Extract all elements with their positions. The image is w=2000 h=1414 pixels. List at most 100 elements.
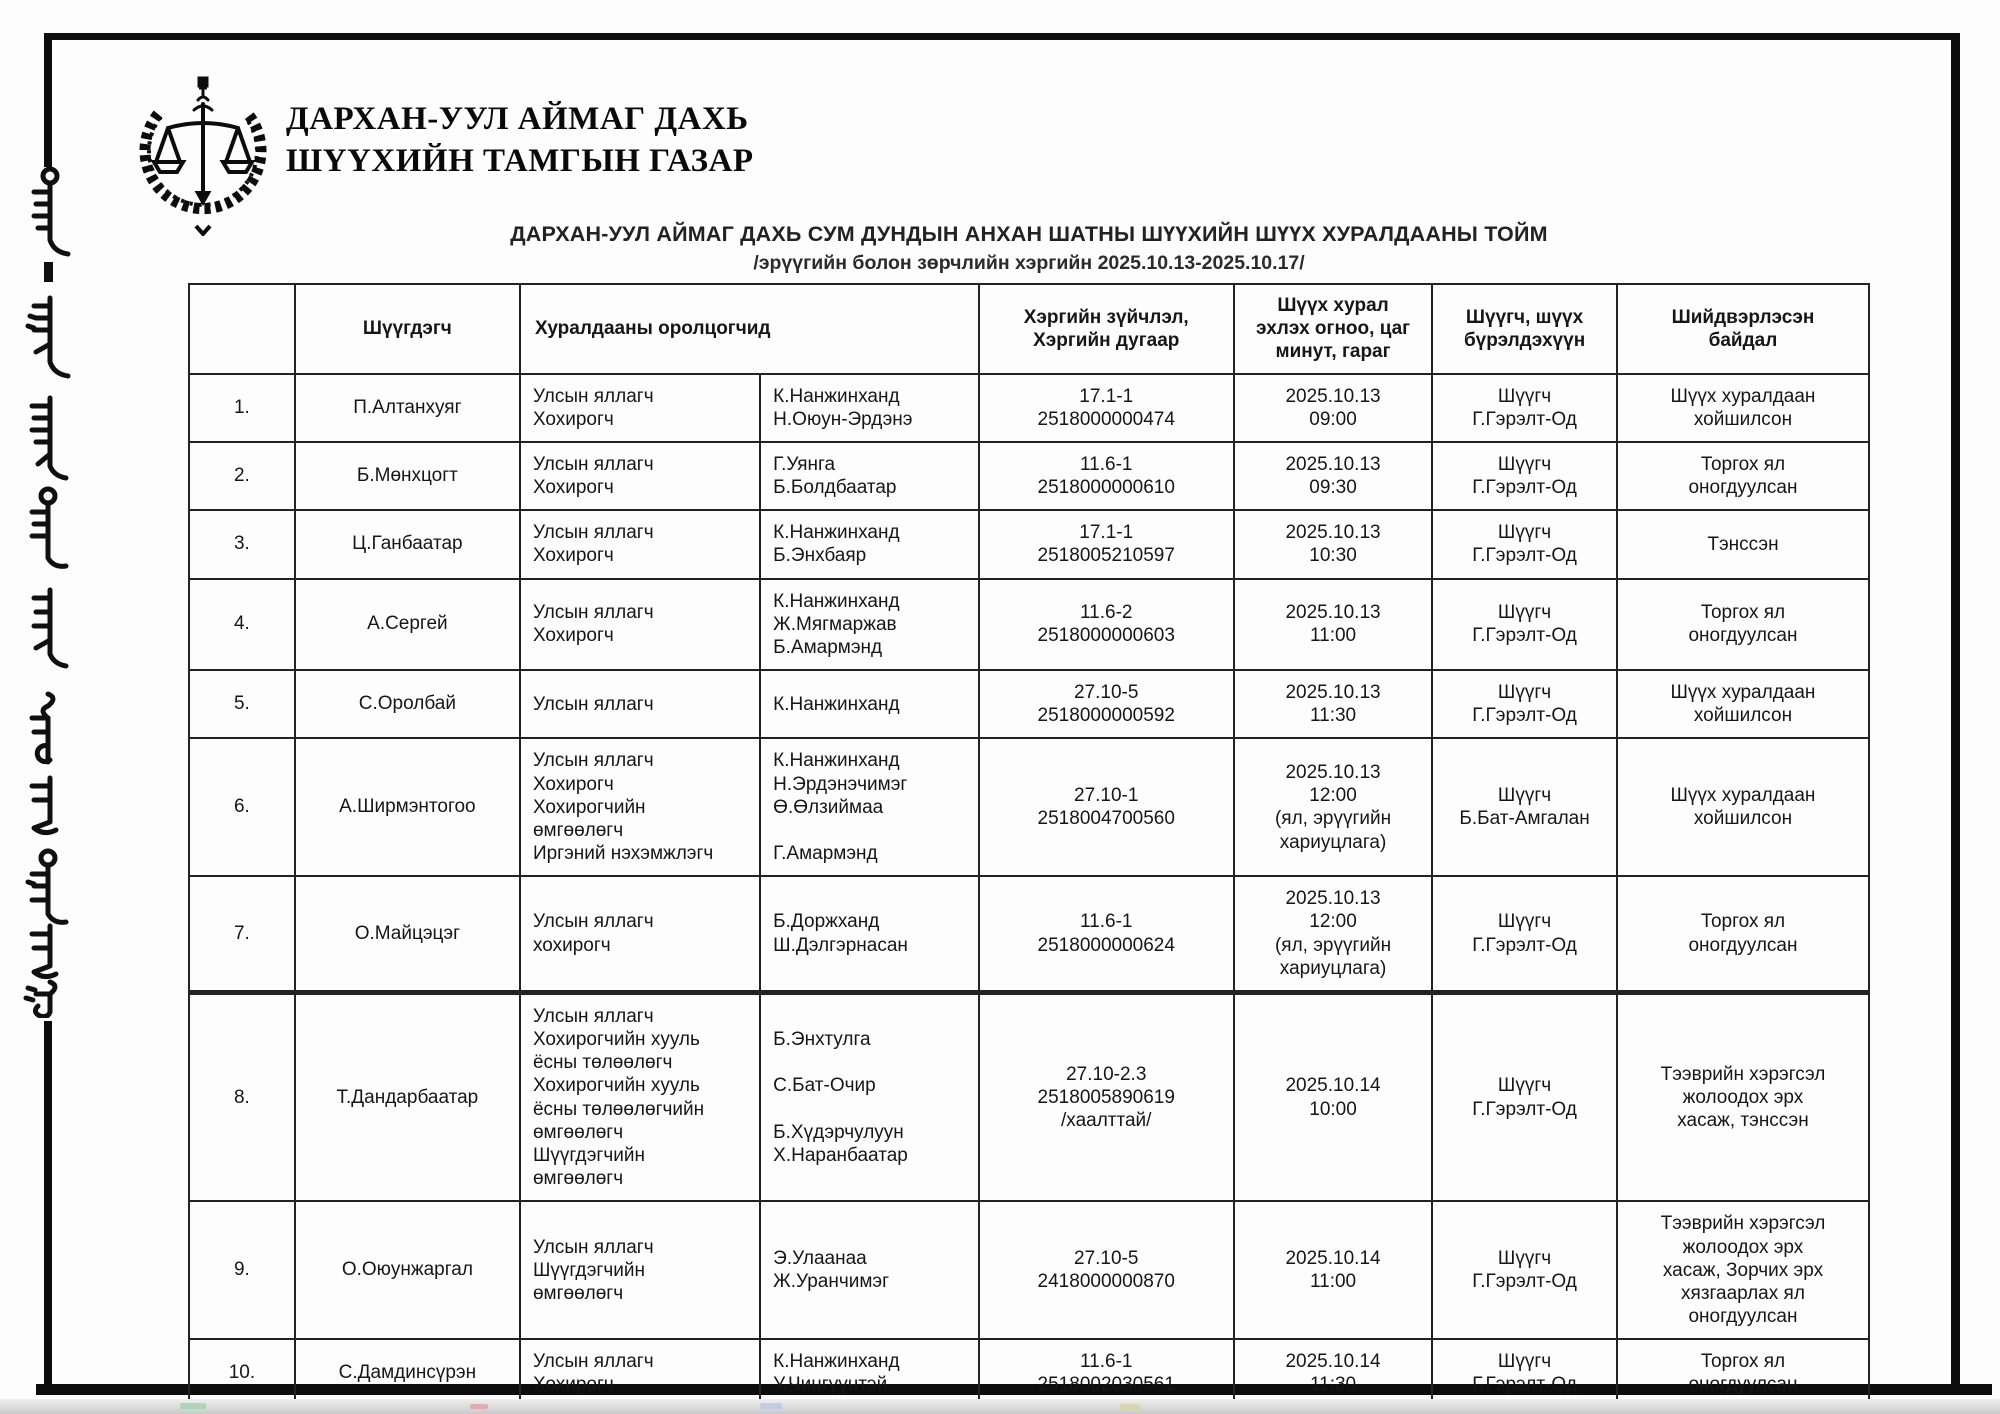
result-cell: Тээврийн хэрэгсэл жолоодох эрх хасаж, тэ…	[1615, 989, 1871, 1203]
scan-artifact-strip	[0, 1399, 2000, 1414]
table-row: 1. П.Алтанхуяг Улсын яллагч Хохирогч К.Н…	[188, 372, 1871, 443]
participant-roles-cell: Улсын яллагч Хохирогч	[518, 440, 762, 512]
judge-cell: Шүүгч Г.Гэрэлт-Од	[1431, 989, 1618, 1203]
participant-names-cell: Э.Улаанаа Ж.Уранчимэг	[759, 1200, 980, 1341]
table-row: 4. А.Сергей Улсын яллагч Хохирогч К.Нанж…	[188, 577, 1871, 672]
result-cell: Торгох ял оногдуулсан	[1615, 875, 1871, 994]
judge-cell: Шүүгч Г.Гэрэлт-Од	[1431, 669, 1618, 740]
case-cell: 11.6-2 2518000000603	[977, 577, 1235, 672]
result-cell: Шүүх хуралдаан хойшилсон	[1615, 669, 1871, 740]
table-row: 5. С.Оролбай Улсын яллагч К.Нанжинханд 2…	[188, 669, 1871, 740]
date-cell: 2025.10.13 12:00 (ял, эрүүгийн хариуцлаг…	[1232, 737, 1434, 878]
table-row: 10. С.Дамдинсүрэн Улсын яллагч Хохирогч …	[188, 1338, 1871, 1409]
result-cell: Шүүх хуралдаан хойшилсон	[1615, 737, 1871, 878]
court-logo	[128, 76, 278, 241]
case-cell: 27.10-2.3 2518005890619 /хаалттай/	[977, 989, 1235, 1203]
defendant-cell: Б.Мөнхцогт	[293, 440, 521, 512]
result-cell: Торгох ял оногдуулсан	[1615, 1338, 1871, 1409]
participant-names-cell: К.Нанжинханд Н.Оюун-Эрдэнэ	[759, 372, 980, 443]
header-row: Шүүгдэгч Хуралдааны оролцогчид Хэргийн з…	[188, 283, 1871, 375]
table-row: 3. Ц.Ганбаатар Улсын яллагч Хохирогч К.Н…	[188, 509, 1871, 580]
date-cell: 2025.10.13 10:30	[1232, 509, 1434, 580]
participant-names-cell: К.Нанжинханд Б.Энхбаяр	[759, 509, 980, 580]
date-cell: 2025.10.13 09:30	[1232, 440, 1434, 512]
case-cell: 27.10-5 2418000000870	[977, 1200, 1235, 1341]
row-number: 6.	[188, 737, 296, 878]
hearing-schedule-table: Шүүгдэгч Хуралдааны оролцогчид Хэргийн з…	[188, 283, 1871, 1414]
participant-roles-cell: Улсын яллагч Хохирогч	[518, 577, 762, 672]
defendant-cell: С.Дамдинсүрэн	[293, 1338, 521, 1409]
case-cell: 27.10-1 2518004700560	[977, 737, 1235, 878]
row-number: 10.	[188, 1338, 296, 1409]
document-title: ДАРХАН-УУЛ АЙМАГ ДАХЬ СУМ ДУНДЫН АНХАН Ш…	[510, 222, 1548, 246]
date-cell: 2025.10.13 12:00 (ял, эрүүгийн хариуцлаг…	[1232, 875, 1434, 994]
participant-names-cell: К.Нанжинханд У.Чингүүнтэй	[759, 1338, 980, 1409]
defendant-cell: Т.Дандарбаатар	[293, 989, 521, 1203]
col-header-date: Шүүх хурал эхлэх огноо, цаг минут, гараг	[1232, 283, 1434, 375]
row-number: 5.	[188, 669, 296, 740]
row-number: 9.	[188, 1200, 296, 1341]
date-cell: 2025.10.14 11:00	[1232, 1200, 1434, 1341]
participant-names-cell: К.Нанжинханд Н.Эрдэнэчимэг Ө.Өлзиймаа Г.…	[759, 737, 980, 878]
case-cell: 11.6-1 2518000000610	[977, 440, 1235, 512]
judge-cell: Шүүгч Г.Гэрэлт-Од	[1431, 875, 1618, 994]
participant-roles-cell: Улсын яллагч Хохирогч	[518, 372, 762, 443]
participant-roles-cell: Улсын яллагч Хохирогч Хохирогчийн өмгөөл…	[518, 737, 762, 878]
table-row: 2. Б.Мөнхцогт Улсын яллагч Хохирогч Г.Уя…	[188, 440, 1871, 512]
col-header-case: Хэргийн зүйчлэл, Хэргийн дугаар	[977, 283, 1235, 375]
judge-cell: Шүүгч Г.Гэрэлт-Од	[1431, 577, 1618, 672]
case-cell: 27.10-5 2518000000592	[977, 669, 1235, 740]
case-cell: 17.1-1 2518005210597	[977, 509, 1235, 580]
result-cell: Тэнссэн	[1615, 509, 1871, 580]
result-cell: Шүүх хуралдаан хойшилсон	[1615, 372, 1871, 443]
judge-cell: Шүүгч Б.Бат-Амгалан	[1431, 737, 1618, 878]
participant-roles-cell: Улсын яллагч	[518, 669, 762, 740]
defendant-cell: О.Оюунжаргал	[293, 1200, 521, 1341]
defendant-cell: Ц.Ганбаатар	[293, 509, 521, 580]
row-number: 1.	[188, 372, 296, 443]
col-header-judge: Шүүгч, шүүх бүрэлдэхүүн	[1431, 283, 1618, 375]
document-subtitle: /эрүүгийн болон зөрчлийн хэргийн 2025.10…	[753, 252, 1305, 274]
judge-cell: Шүүгч Г.Гэрэлт-Од	[1431, 1200, 1618, 1341]
case-cell: 11.6-1 2518000000624	[977, 875, 1235, 994]
frame-right-border	[1951, 33, 1960, 1392]
defendant-cell: П.Алтанхуяг	[293, 372, 521, 443]
row-number: 2.	[188, 440, 296, 512]
judge-cell: Шүүгч Г.Гэрэлт-Од	[1431, 372, 1618, 443]
row-number: 3.	[188, 509, 296, 580]
result-cell: Торгох ял оногдуулсан	[1615, 440, 1871, 512]
defendant-cell: А.Ширмэнтогоо	[293, 737, 521, 878]
col-header-number	[188, 283, 296, 375]
defendant-cell: А.Сергей	[293, 577, 521, 672]
table-row: 8. Т.Дандарбаатар Улсын яллагч Хохирогчи…	[188, 989, 1871, 1203]
col-header-defendant: Шүүгдэгч	[293, 283, 521, 375]
col-header-result: Шийдвэрлэсэн байдал	[1615, 283, 1871, 375]
row-number: 8.	[188, 989, 296, 1203]
frame-left-border-upper	[44, 33, 52, 167]
frame-left-border-lower	[44, 1021, 52, 1392]
participant-names-cell: Г.Уянга Б.Болдбаатар	[759, 440, 980, 512]
defendant-cell: О.Майцэцэг	[293, 875, 521, 994]
case-cell: 17.1-1 2518000000474	[977, 372, 1235, 443]
date-cell: 2025.10.13 11:00	[1232, 577, 1434, 672]
table-row: 6. А.Ширмэнтогоо Улсын яллагч Хохирогч Х…	[188, 737, 1871, 878]
date-cell: 2025.10.13 11:30	[1232, 669, 1434, 740]
participant-names-cell: К.Нанжинханд	[759, 669, 980, 740]
judge-cell: Шүүгч Г.Гэрэлт-Од	[1431, 1338, 1618, 1409]
participant-names-cell: К.Нанжинханд Ж.Мягмаржав Б.Амармэнд	[759, 577, 980, 672]
participant-names-cell: Б.Энхтулга С.Бат-Очир Б.Хүдэрчулуун Х.На…	[759, 989, 980, 1203]
col-header-participants: Хуралдааны оролцогчид	[518, 283, 980, 375]
participant-roles-cell: Улсын яллагч хохирогч	[518, 875, 762, 994]
organization-name: ДАРХАН-УУЛ АЙМАГ ДАХЬ ШҮҮХИЙН ТАМГЫН ГАЗ…	[286, 101, 754, 180]
participant-roles-cell: Улсын яллагч Шүүгдэгчийн өмгөөлөгч	[518, 1200, 762, 1341]
participant-roles-cell: Улсын яллагч Хохирогчийн хууль ёсны төлө…	[518, 989, 762, 1203]
judge-cell: Шүүгч Г.Гэрэлт-Од	[1431, 509, 1618, 580]
row-number: 4.	[188, 577, 296, 672]
participant-names-cell: Б.Доржханд Ш.Дэлгэрнасан	[759, 875, 980, 994]
result-cell: Торгох ял оногдуулсан	[1615, 577, 1871, 672]
date-cell: 2025.10.13 09:00	[1232, 372, 1434, 443]
result-cell: Тээврийн хэрэгсэл жолоодох эрх хасаж, Зо…	[1615, 1200, 1871, 1341]
row-number: 7.	[188, 875, 296, 994]
case-cell: 11.6-1 2518002030561	[977, 1338, 1235, 1409]
